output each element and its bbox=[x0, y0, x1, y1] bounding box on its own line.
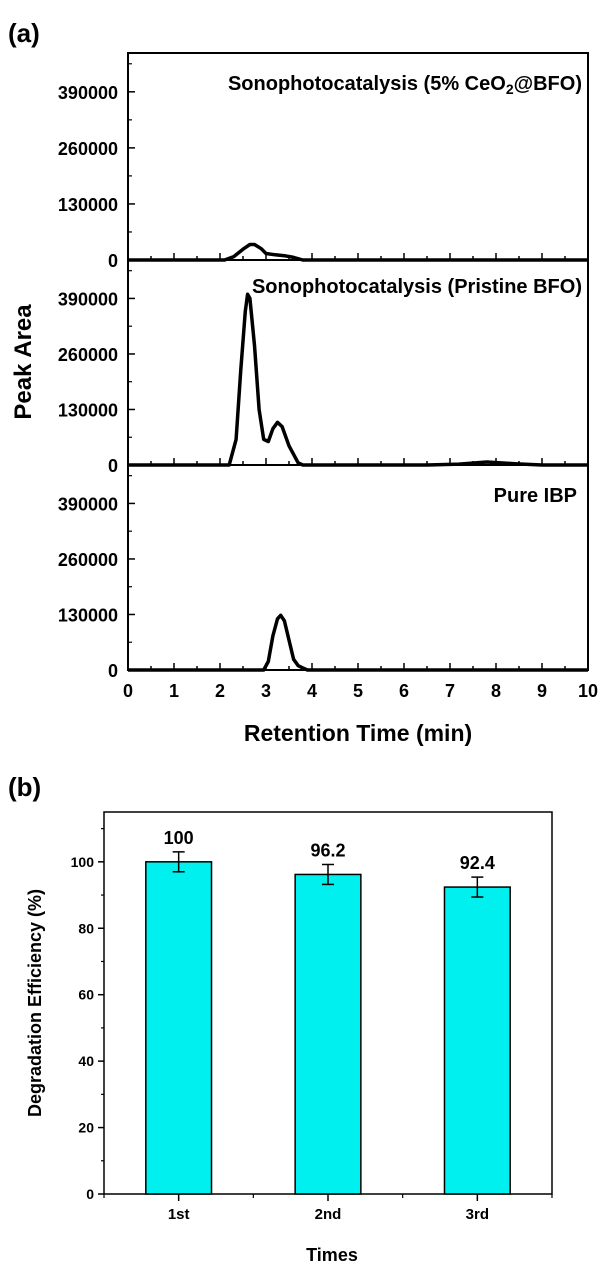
chart-a-y-tick-label: 390000 bbox=[58, 494, 118, 514]
chromatogram-line-1 bbox=[128, 242, 588, 262]
chart-b-y-tick-label: 80 bbox=[78, 920, 94, 936]
chart-a-y-tick-label: 260000 bbox=[58, 550, 118, 570]
chart-a-y-tick-label: 130000 bbox=[58, 400, 118, 420]
chart-b-y-tick-label: 40 bbox=[78, 1053, 94, 1069]
chart-a-x-tick-label: 10 bbox=[578, 681, 598, 701]
chart-a-x-tick-label: 7 bbox=[445, 681, 455, 701]
subplot-2-label: Sonophotocatalysis (Pristine BFO) bbox=[252, 276, 582, 298]
panel-a-label: (a) bbox=[8, 18, 40, 48]
panel-b-label: (b) bbox=[8, 772, 41, 802]
chart-a-x-axis-title: Retention Time (min) bbox=[244, 720, 472, 746]
chromatogram-line-3 bbox=[128, 613, 588, 672]
chromatogram-line-2 bbox=[128, 292, 588, 467]
chart-a-x-tick-label: 0 bbox=[123, 681, 133, 701]
chart-a-plot-frame bbox=[127, 52, 589, 671]
subplot-1-label: Sonophotocatalysis (5% CeO2@BFO) bbox=[228, 73, 582, 97]
bar-3rd bbox=[443, 886, 511, 1195]
chart-a-x-tick-label: 8 bbox=[491, 681, 501, 701]
chart-b-y-tick-label: 0 bbox=[86, 1186, 94, 1202]
chart-a-y-tick-label: 0 bbox=[108, 251, 118, 271]
chart-a-x-tick-label: 1 bbox=[169, 681, 179, 701]
chart-a-y-tick-label: 0 bbox=[108, 661, 118, 681]
subplot-3-label: Pure IBP bbox=[494, 485, 577, 507]
chart-a-y-tick-label: 260000 bbox=[58, 345, 118, 365]
chart-b-x-tick-label: 2nd bbox=[315, 1206, 342, 1223]
bar-value-label: 96.2 bbox=[310, 840, 345, 860]
chart-b-x-tick-label: 3rd bbox=[466, 1206, 489, 1223]
degradation-bar-chart: 0 20 40 60 80 100 100 1st 96.2 2nd 92.4 3rd Times D… bbox=[25, 811, 553, 1265]
chart-a-y-tick-label: 0 bbox=[108, 456, 118, 476]
bar-value-label: 100 bbox=[164, 828, 194, 848]
chart-a-y-tick-label: 390000 bbox=[58, 83, 118, 103]
chart-a-x-tick-label: 4 bbox=[307, 681, 317, 701]
chart-a-y-tick-label: 260000 bbox=[58, 139, 118, 159]
chart-a-x-tick-label: 2 bbox=[215, 681, 225, 701]
chart-b-y-axis-title: Degradation Efficiency (%) bbox=[25, 889, 45, 1117]
chart-a-y-axis-title: Peak Area bbox=[10, 304, 37, 420]
chart-a-y-tick-label: 130000 bbox=[58, 605, 118, 625]
chart-a-x-tick-label: 6 bbox=[399, 681, 409, 701]
chart-b-y-tick-label: 100 bbox=[71, 854, 95, 870]
chart-b-y-tick-label: 20 bbox=[78, 1120, 94, 1136]
bar-value-label: 92.4 bbox=[460, 853, 495, 873]
chart-a-x-tick-label: 5 bbox=[353, 681, 363, 701]
chart-a-y-tick-label: 390000 bbox=[58, 289, 118, 309]
chart-a-y-tick-label: 130000 bbox=[58, 195, 118, 215]
chart-b-y-tick-label: 60 bbox=[78, 987, 94, 1003]
chart-b-x-axis-title: Times bbox=[306, 1245, 358, 1265]
chart-a-x-tick-label: 3 bbox=[261, 681, 271, 701]
chart-a-x-tick-label: 9 bbox=[537, 681, 547, 701]
bar-2nd bbox=[294, 873, 362, 1195]
bar-1st bbox=[145, 861, 213, 1195]
chromatogram-chart: 0 130000 260000 390000 0 130000 260000 390000 0 1… bbox=[10, 52, 598, 746]
chart-b-x-tick-label: 1st bbox=[168, 1206, 190, 1223]
